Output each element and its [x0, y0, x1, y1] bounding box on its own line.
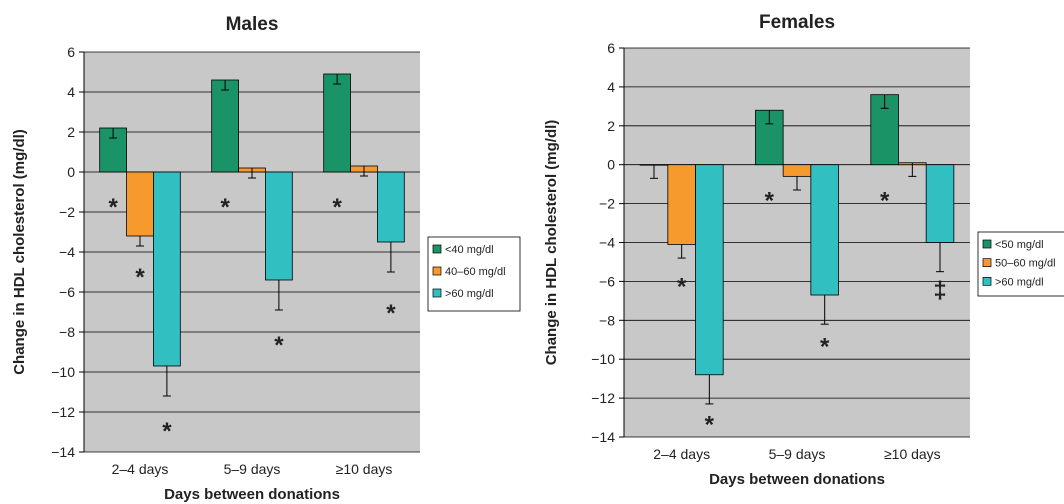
significance-marker: * [220, 194, 230, 221]
y-axis-title: Change in HDL cholesterol (mg/dl) [543, 120, 560, 366]
bar [211, 79, 239, 173]
bar [377, 171, 405, 243]
y-tick-label: −12 [51, 404, 75, 420]
y-tick-label: −8 [599, 312, 615, 328]
y-tick-label: 6 [607, 40, 615, 56]
y-tick-label: −10 [51, 364, 75, 380]
y-tick-label: 0 [607, 157, 615, 173]
significance-marker: ‡ [933, 277, 946, 304]
y-tick-label: 0 [67, 164, 75, 180]
x-tick-label: ≥10 days [884, 446, 941, 462]
legend-swatch [982, 239, 992, 249]
y-tick-label: −10 [591, 351, 615, 367]
legend-box [427, 236, 521, 312]
legend-label: <50 mg/dl [995, 239, 1044, 251]
legend-label: <40 mg/dl [445, 244, 494, 256]
x-tick-label: 5–9 days [769, 446, 826, 462]
bar [782, 164, 812, 177]
y-tick-label: −12 [591, 390, 615, 406]
y-tick-label: 4 [67, 84, 75, 100]
legend-swatch [432, 288, 442, 298]
y-tick-label: −4 [59, 244, 75, 260]
significance-marker: * [108, 194, 118, 221]
bar [323, 73, 351, 173]
significance-marker: * [880, 188, 890, 215]
y-tick-label: −8 [59, 324, 75, 340]
x-tick-label: 2–4 days [112, 461, 169, 477]
y-tick-label: 6 [67, 44, 75, 60]
significance-marker: * [162, 418, 172, 445]
legend-swatch [982, 276, 992, 286]
legend-label: >60 mg/dl [995, 276, 1044, 288]
bar [153, 171, 181, 367]
y-axis-title: Change in HDL cholesterol (mg/dl) [11, 129, 28, 375]
males-chart: 6 4 2 0 −2 −4 −6 −8 −10 −12 −14 2–4 days 5–9 days ≥10… [11, 14, 521, 503]
significance-marker: * [765, 188, 775, 215]
bar [695, 164, 724, 376]
legend-swatch [432, 244, 442, 254]
legend-swatch [432, 266, 442, 276]
significance-marker: * [386, 300, 396, 327]
y-tick-label: −2 [59, 204, 75, 220]
chart-title: Females [759, 12, 835, 33]
females-chart: 6 4 2 0 −2 −4 −6 −8 −10 −12 −14 2–4 days 5–9 days ≥10… [543, 12, 1064, 488]
y-tick-label: −6 [599, 273, 615, 289]
y-tick-label: 2 [607, 118, 615, 134]
y-tick-label: 4 [607, 79, 615, 95]
significance-marker: * [274, 332, 284, 359]
chart-title: Males [226, 14, 279, 35]
significance-marker: * [332, 194, 342, 221]
significance-marker: * [705, 411, 715, 438]
significance-marker: * [820, 334, 830, 361]
bar [925, 164, 955, 243]
x-tick-label: 2–4 days [653, 446, 710, 462]
y-tick-label: 2 [67, 124, 75, 140]
legend-label: >60 mg/dl [445, 288, 494, 300]
y-tick-label: −14 [51, 444, 75, 460]
y-tick-label: −4 [599, 235, 615, 251]
significance-marker: * [677, 273, 687, 300]
y-tick-label: −6 [59, 284, 75, 300]
bar [810, 164, 839, 296]
bar [667, 164, 696, 245]
y-tick-label: −2 [599, 196, 615, 212]
legend-label: 40–60 mg/dl [445, 266, 506, 278]
bar [265, 171, 293, 281]
significance-marker: * [135, 264, 145, 291]
y-tick-label: −14 [591, 429, 615, 445]
legend-box [977, 231, 1064, 297]
x-tick-label: 5–9 days [224, 461, 281, 477]
legend-label: 50–60 mg/dl [995, 258, 1056, 270]
bar [126, 171, 154, 237]
x-axis-title: Days between donations [709, 471, 885, 488]
legend-swatch [982, 258, 992, 268]
x-tick-label: ≥10 days [336, 461, 393, 477]
x-axis-title: Days between donations [164, 486, 340, 503]
